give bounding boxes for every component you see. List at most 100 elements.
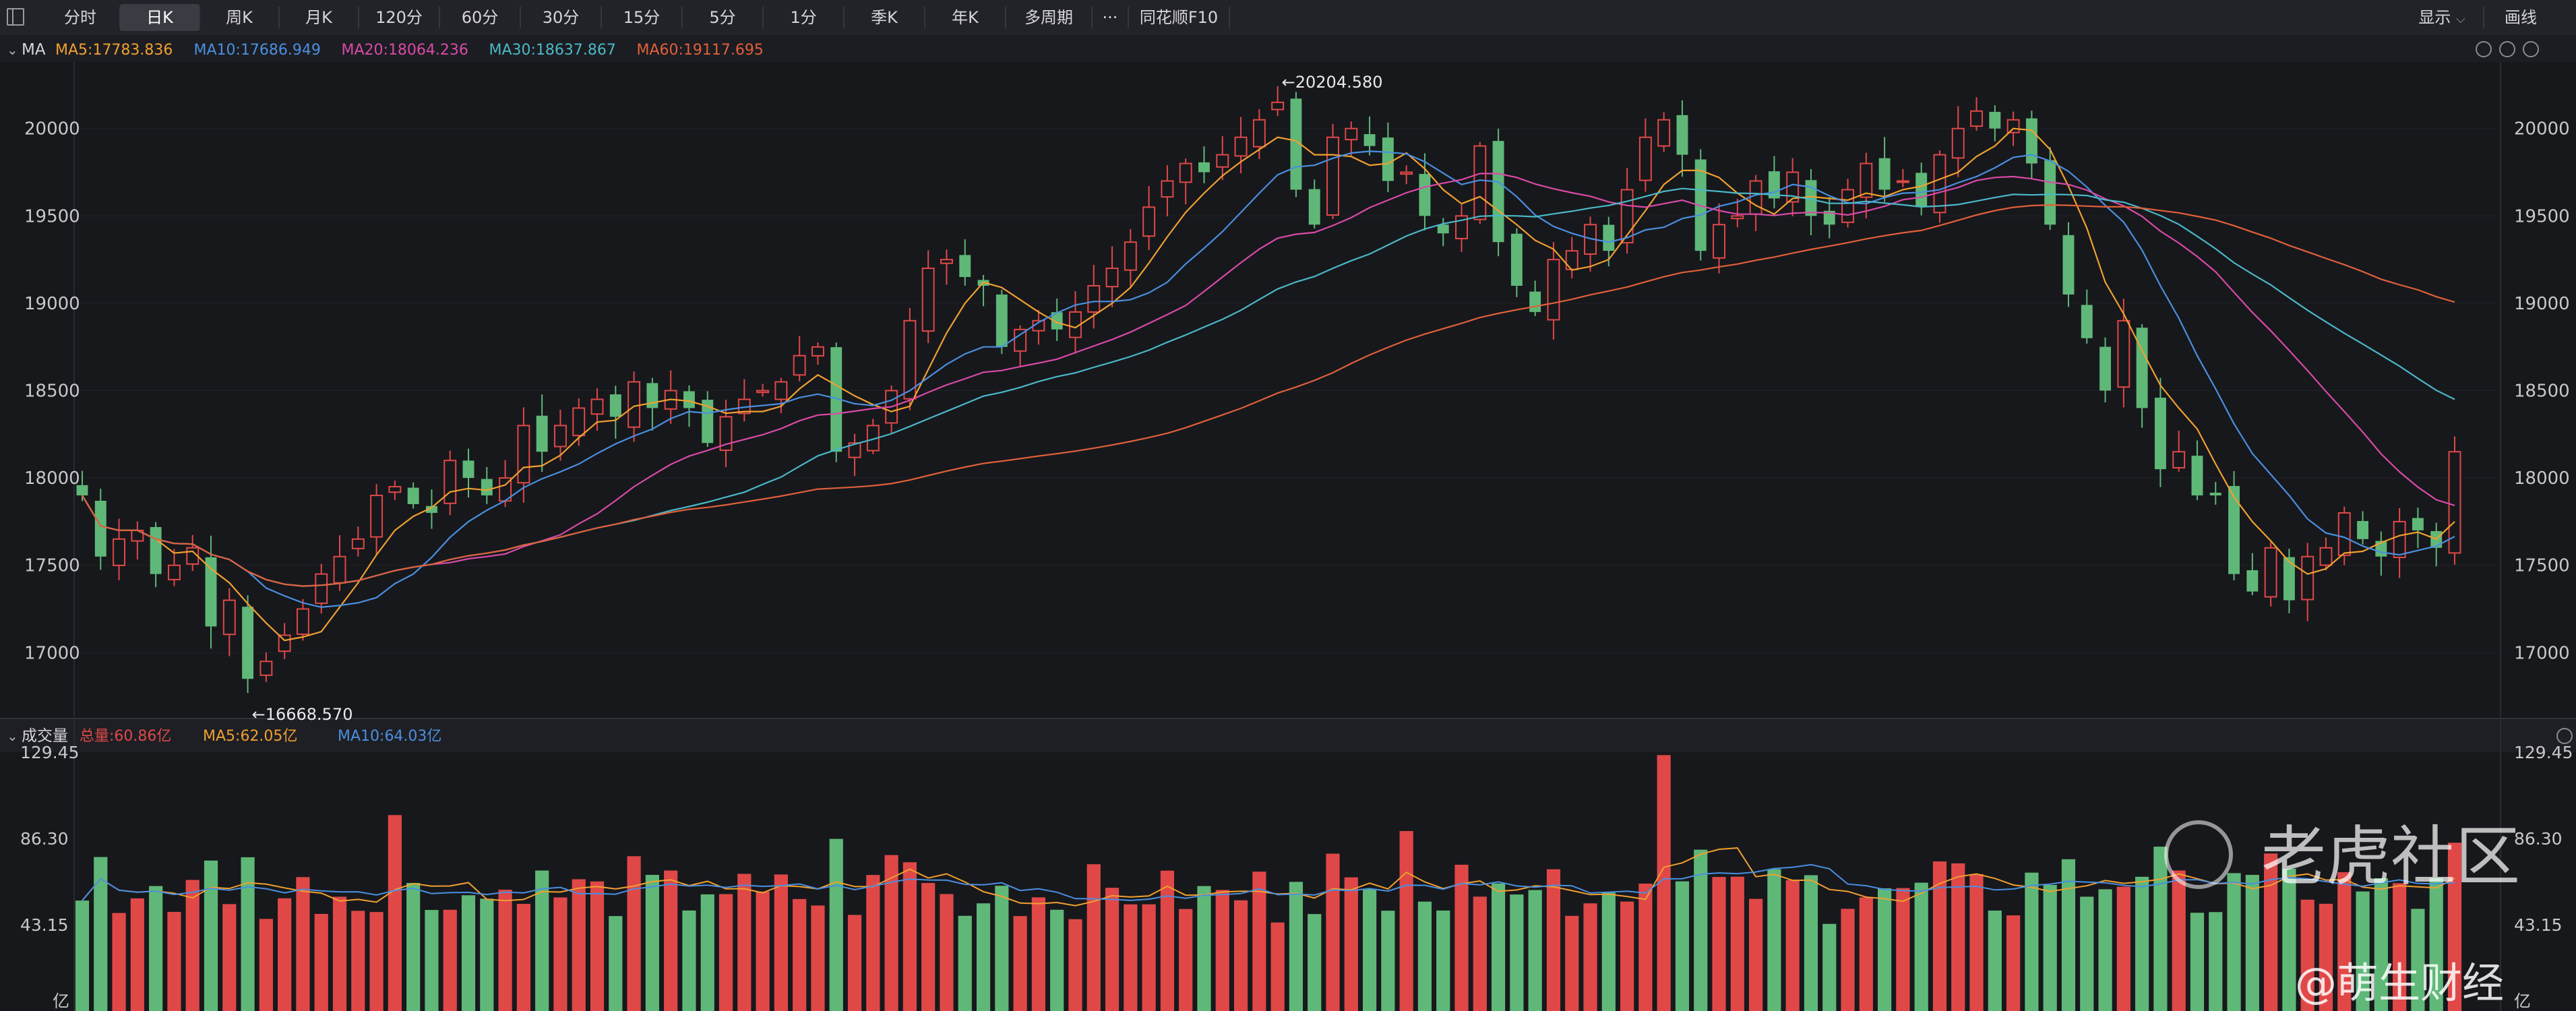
volume-bar — [1822, 923, 1837, 1011]
volume-bar — [1399, 831, 1413, 1011]
volume-bar — [1969, 874, 1984, 1011]
price-grid — [0, 35, 2576, 1011]
candle-body-up — [167, 564, 181, 580]
volume-settings-icon[interactable] — [2556, 728, 2573, 744]
volume-bar — [811, 905, 825, 1011]
plus-circle-icon[interactable] — [2499, 41, 2515, 57]
volume-bar — [1179, 909, 1193, 1011]
candle-body-down — [2209, 492, 2221, 496]
tab-13[interactable]: ··· — [1102, 8, 1118, 27]
volume-bar — [1454, 864, 1469, 1011]
draw-line-button[interactable]: 画线 — [2487, 4, 2554, 31]
candle-body-up — [1620, 189, 1634, 244]
volume-bar — [1914, 882, 1928, 1011]
candle — [1713, 203, 1725, 274]
tab-0[interactable]: 分时 — [64, 8, 96, 27]
tab-1[interactable]: 日K — [120, 4, 200, 31]
candle — [315, 563, 328, 614]
candle-body-up — [315, 573, 328, 605]
volume-bar — [682, 910, 696, 1011]
price-tick-left: 17000 — [24, 643, 80, 663]
volume-tick-right: 129.45 — [2514, 743, 2573, 762]
candle — [1161, 165, 1174, 216]
volume-bar — [1951, 863, 1965, 1011]
candle — [351, 526, 365, 557]
minus-circle-icon[interactable] — [2476, 41, 2492, 57]
volume-collapse-icon[interactable]: ⌄ — [7, 728, 18, 744]
candle-body-down — [1989, 111, 2001, 129]
volume-bar — [829, 838, 843, 1011]
watermark-author: @萌生财经 — [2295, 958, 2504, 1008]
candle-body-up — [370, 495, 384, 538]
candle — [848, 433, 861, 477]
tab-divider — [1229, 7, 1230, 28]
candle-body-up — [1216, 154, 1229, 168]
candle-body-down — [2412, 518, 2424, 530]
candle-body-down — [2228, 486, 2240, 574]
tab-4[interactable]: 120分 — [375, 8, 423, 27]
display-menu[interactable]: 显示 ⌵ — [2405, 4, 2479, 31]
tab-12[interactable]: 多周期 — [1024, 8, 1073, 27]
candle — [1179, 158, 1192, 205]
volume-bar — [866, 875, 880, 1011]
volume-bar — [498, 890, 512, 1011]
panel-toggle-icon[interactable] — [7, 8, 24, 26]
volume-bar — [1086, 864, 1101, 1011]
volume-bar — [2282, 868, 2296, 1011]
settings-icon[interactable] — [2523, 41, 2539, 57]
volume-bar — [2429, 878, 2443, 1011]
candle-body-up — [1933, 154, 1946, 214]
volume-bar — [1142, 904, 1156, 1011]
volume-bar — [1620, 901, 1634, 1011]
candle-body-down — [1603, 224, 1615, 251]
candle — [1252, 109, 1266, 160]
price-tick-left: 19500 — [24, 206, 80, 226]
candle-body-down — [205, 557, 217, 627]
candle — [1014, 325, 1027, 367]
volume-bar — [259, 919, 273, 1011]
tab-7[interactable]: 15分 — [623, 8, 661, 27]
candle — [388, 481, 402, 500]
candle-body-up — [222, 599, 236, 636]
volume-tick-left: 129.45 — [20, 743, 79, 762]
tab-10[interactable]: 季K — [871, 8, 898, 27]
volume-bar — [1215, 890, 1229, 1011]
candle-body-down — [702, 400, 714, 443]
tab-divider — [762, 7, 764, 28]
candle — [572, 398, 586, 446]
candle-body-up — [2172, 451, 2186, 468]
period-toolbar: 分时 日K 周K 月K 120分 60分 30分 15分 5分 1分 季K 年K 多周期 ··· 同花顺F1… — [0, 0, 2576, 36]
tab-2[interactable]: 周K — [226, 8, 253, 27]
volume-bar — [1031, 897, 1046, 1011]
candle-body-up — [1657, 119, 1671, 147]
tab-11[interactable]: 年K — [952, 8, 979, 27]
collapse-chevron-icon[interactable]: ⌄ — [7, 42, 18, 58]
tab-divider — [601, 7, 602, 28]
price-tick-right: 18500 — [2514, 381, 2570, 402]
candle-body-down — [242, 607, 254, 679]
candle-body-up — [1638, 136, 1652, 181]
tab-14[interactable]: 同花顺F10 — [1139, 8, 1219, 27]
candle — [131, 521, 144, 560]
candle-body-up — [1970, 110, 1984, 127]
tab-8[interactable]: 5分 — [709, 8, 736, 27]
tab-3[interactable]: 月K — [305, 8, 332, 27]
candle — [1676, 100, 1688, 177]
candle — [1234, 117, 1248, 174]
volume-bar — [2190, 913, 2205, 1011]
kline-chart[interactable]: 20000 20000 19500 19500 19000 19000 18500 18500… — [0, 35, 2576, 1011]
candle-body-up — [848, 442, 861, 458]
volume-bar — [2447, 842, 2462, 1011]
candle — [1933, 150, 1946, 223]
indicator-name[interactable]: MA — [22, 41, 46, 59]
tab-5[interactable]: 60分 — [461, 8, 499, 27]
candle-body-up — [2337, 512, 2351, 556]
volume-bar — [1510, 894, 1524, 1011]
candle — [1970, 97, 1984, 131]
candle — [1896, 168, 1909, 187]
tab-9[interactable]: 1分 — [790, 8, 817, 27]
tab-6[interactable]: 30分 — [542, 8, 580, 27]
volume-bar — [1988, 910, 2002, 1011]
candle — [1142, 186, 1156, 250]
candle — [2393, 508, 2406, 578]
